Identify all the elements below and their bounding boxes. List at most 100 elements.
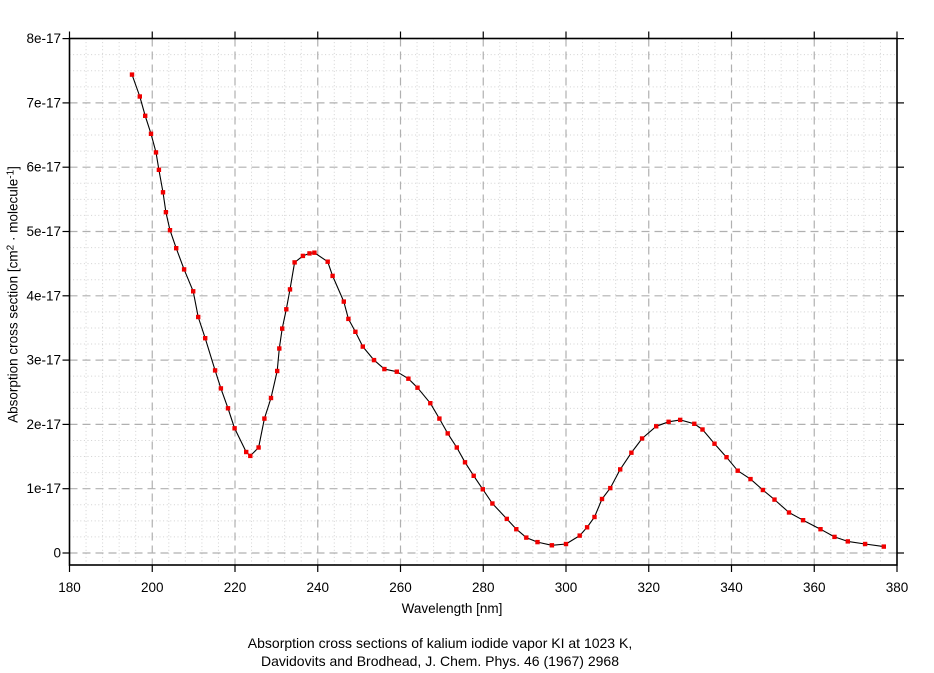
y-tick-label: 2e-17 [26,417,61,432]
data-point-marker [167,228,173,233]
grid-minor [69,38,897,565]
data-point-marker [353,329,358,334]
data-point-marker [445,431,450,436]
data-point-marker [312,250,317,255]
data-point-marker [275,368,280,374]
data-point-marker [735,468,740,473]
data-point-marker [577,533,582,538]
data-point-marker [832,534,837,540]
data-point-marker [748,476,753,482]
data-point-marker [244,449,249,455]
data-point-marker [143,113,148,118]
data-point-marker [137,94,142,99]
data-point-marker [772,497,777,502]
data-point-marker [174,246,179,251]
x-tick-label: 300 [555,580,578,595]
data-point-marker [256,445,261,450]
data-point-marker [406,376,411,381]
data-point-marker [262,416,267,421]
y-tick-label: 8e-17 [26,31,61,46]
data-point-marker [818,527,823,532]
data-point-marker [584,525,590,530]
x-tick-labels: 180 200 220 240 260 280 300 320 340 360 380 [58,580,908,595]
data-point-marker [232,426,237,431]
data-point-marker [712,441,717,446]
data-point-marker [800,518,806,523]
x-tick-label: 360 [803,580,826,595]
y-axis-label: Absorption cross section [cm2 · molecule… [5,125,21,465]
data-point-marker [346,316,351,322]
data-point-marker [225,406,231,411]
data-point-marker [471,473,476,478]
data-point-marker [592,514,597,520]
data-point-marker [862,541,868,547]
data-point-marker [724,455,729,460]
x-tick-label: 200 [141,580,164,595]
data-point-marker [618,467,623,472]
data-point-marker [535,539,540,545]
data-point-marker [191,289,196,294]
x-tick-label: 260 [389,580,412,595]
y-axis-label-sup-2: 2 [5,244,16,251]
data-point-marker [284,307,289,312]
data-point-marker [248,453,253,459]
data-point-marker [156,167,162,172]
y-axis-label-mid: · molecule [5,178,21,245]
x-tick-label: 320 [637,580,660,595]
y-tick-label: 7e-17 [26,95,61,110]
data-point-marker [160,190,166,195]
data-point-marker [454,445,459,450]
grid-major [69,38,897,565]
y-tick-label: 5e-17 [26,224,61,239]
data-point-marker [196,314,201,320]
data-point-marker [480,487,485,492]
data-point-marker [490,501,495,506]
data-point-marker [666,419,671,424]
data-point-marker [881,544,886,549]
data-point-marker [678,417,683,423]
data-point-marker [129,72,135,77]
data-point-marker [287,287,293,292]
x-tick-label: 180 [58,580,81,595]
x-tick-label: 340 [720,580,743,595]
data-point-marker [608,485,613,491]
data-point-marker [300,253,306,259]
data-point-marker [330,273,335,279]
x-axis-label: Wavelength [nm] [401,601,503,616]
data-point-marker [277,346,282,351]
figure-caption: Absorption cross sections of kalium iodi… [0,634,880,670]
data-point-marker [341,299,346,304]
y-tick-labels: 0 1e-17 2e-17 3e-17 4e-17 5e-17 6e-17 7e-17 8e-1… [26,31,61,560]
x-tick-label: 280 [472,580,495,595]
caption-line-1: Absorption cross sections of kalium iodi… [247,635,633,651]
data-point-marker [382,366,387,372]
data-point-marker [212,368,218,373]
data-point-marker [268,395,274,401]
data-point-marker [163,210,169,215]
x-tick-label: 220 [224,580,247,595]
y-tick-label: 4e-17 [26,288,61,303]
y-tick-label: 6e-17 [26,160,61,175]
data-point-marker [549,543,555,548]
y-axis-label-text: Absorption cross section [cm [5,250,21,423]
data-point-marker [415,385,420,390]
data-point-marker [325,259,330,264]
data-point-marker [692,421,697,426]
data-point-marker [524,535,529,540]
x-tick-label: 240 [306,580,329,595]
data-point-marker [639,436,645,441]
data-point-marker [307,251,312,256]
data-point-marker [462,460,468,465]
y-tick-label: 1e-17 [26,481,61,496]
data-point-marker [394,369,399,374]
data-point-marker [845,539,850,544]
data-point-marker [371,357,377,363]
data-point-marker [654,424,659,429]
data-point-marker [786,510,792,515]
data-point-marker [629,450,634,455]
data-point-marker [203,336,208,341]
data-point-marker [599,496,605,502]
data-point-marker [148,131,154,136]
